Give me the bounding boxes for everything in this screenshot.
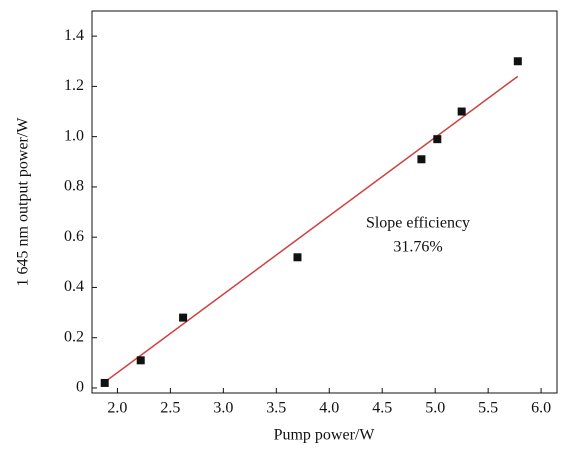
data-point: [513, 57, 522, 66]
x-tick-label: 2.5: [160, 400, 180, 417]
data-point: [100, 378, 109, 387]
x-tick-label: 5.5: [478, 400, 498, 417]
annotation: 31.76%: [393, 239, 442, 256]
x-tick-label: 5.0: [425, 400, 445, 417]
y-tick-label: 1.4: [64, 27, 84, 44]
data-point: [293, 253, 302, 262]
x-tick-label: 4.5: [372, 400, 392, 417]
data-point: [136, 356, 145, 365]
y-tick-label: 0.2: [64, 328, 84, 345]
x-tick-label: 3.5: [266, 400, 286, 417]
x-axis-label: Pump power/W: [274, 427, 376, 444]
y-tick-label: 0: [76, 379, 84, 396]
x-tick-label: 2.0: [107, 400, 127, 417]
y-tick-label: 1.0: [64, 127, 84, 144]
data-point: [457, 107, 466, 116]
x-tick-label: 3.0: [213, 400, 233, 417]
data-point: [179, 313, 188, 322]
plot-frame: [91, 10, 558, 394]
data-point: [433, 135, 442, 144]
y-axis-label: 1 645 nm output power/W: [15, 117, 32, 287]
y-tick-label: 0.6: [64, 228, 84, 245]
y-tick-label: 1.2: [64, 77, 84, 94]
data-point: [417, 155, 426, 164]
y-tick-label: 0.8: [64, 178, 84, 195]
fit-line: [106, 75, 519, 382]
annotation: Slope efficiency: [366, 215, 470, 232]
x-tick-label: 6.0: [531, 400, 551, 417]
x-tick-label: 4.0: [319, 400, 339, 417]
y-tick-label: 0.4: [64, 278, 84, 295]
